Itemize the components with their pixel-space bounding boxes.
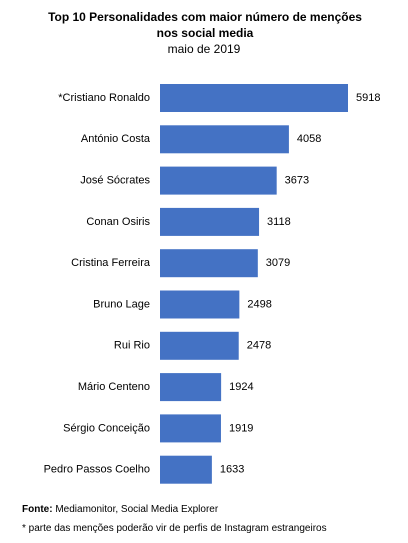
value-label: 2478 (247, 340, 271, 352)
bar (160, 373, 222, 402)
chart-title: Top 10 Personalidades com maior número d… (48, 10, 362, 40)
chart: *Cristiano Ronaldo 5918 António Costa 4058 J… (44, 84, 380, 484)
category-label: Rui Rio (114, 340, 150, 352)
value-label: 1924 (229, 381, 253, 393)
category-label: Conan Osiris (86, 216, 150, 228)
value-label: 4058 (297, 133, 321, 145)
source: Fonte: Mediamonitor, Social Media Explor… (22, 504, 218, 515)
chart-subtitle: maio de 2019 (167, 42, 241, 56)
value-label: 1919 (229, 422, 253, 434)
bar (160, 455, 212, 484)
category-label: Pedro Passos Coelho (44, 464, 150, 476)
value-label: 3118 (267, 216, 291, 228)
category-label: Mário Centeno (78, 381, 150, 393)
category-label: José Sócrates (80, 175, 150, 187)
value-label: 5918 (356, 92, 380, 104)
value-label: 1633 (220, 464, 244, 476)
value-label: 2498 (247, 298, 271, 310)
source-text: Mediamonitor, Social Media Explorer (55, 504, 219, 515)
category-label: António Costa (81, 133, 151, 145)
bar (160, 125, 289, 154)
bar (160, 414, 221, 443)
bar (160, 331, 239, 360)
value-label: 3673 (285, 175, 309, 187)
category-label: *Cristiano Ronaldo (58, 92, 150, 104)
bar (160, 290, 240, 319)
value-label: 3079 (266, 257, 290, 269)
footnote: * parte das menções poderão vir de perfi… (22, 523, 327, 534)
bar (160, 84, 348, 112)
bar (160, 166, 277, 195)
bar (160, 249, 258, 278)
category-label: Bruno Lage (93, 298, 150, 310)
category-label: Sérgio Conceição (63, 422, 150, 434)
category-label: Cristina Ferreira (71, 257, 151, 269)
source-label: Fonte: (22, 504, 53, 515)
bar (160, 207, 260, 236)
